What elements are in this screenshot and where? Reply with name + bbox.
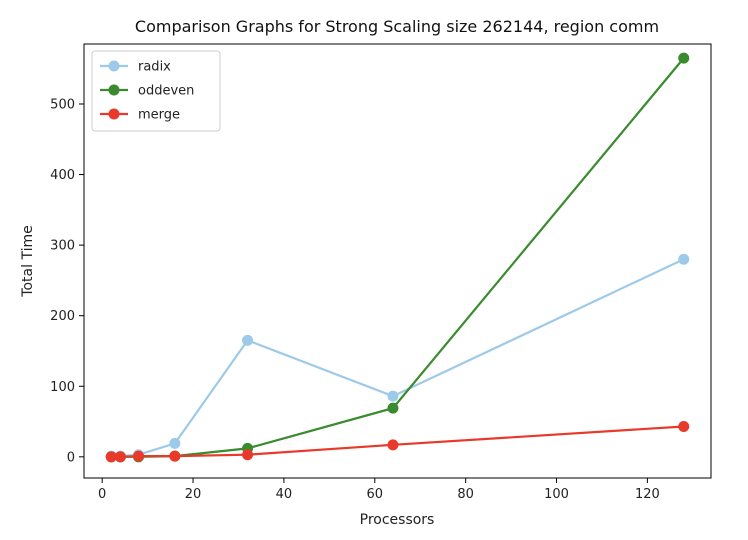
legend-swatch-marker: [108, 84, 120, 96]
data-point-radix: [678, 253, 690, 265]
x-tick-label: 60: [367, 487, 384, 502]
data-point-oddeven: [387, 402, 399, 414]
data-point-merge: [105, 451, 117, 463]
x-tick-label: 0: [98, 487, 106, 502]
legend-box: [91, 50, 221, 132]
y-tick-label: 300: [50, 239, 75, 254]
data-point-radix: [242, 334, 254, 346]
y-tick-label: 200: [50, 309, 75, 324]
data-point-merge: [678, 420, 690, 432]
legend-label-oddeven: oddeven: [138, 84, 194, 99]
x-tick-label: 100: [544, 487, 569, 502]
series-line-radix: [111, 258, 685, 458]
data-point-merge: [242, 449, 254, 461]
x-tick-label: 120: [635, 487, 660, 502]
x-tick-label: 20: [185, 487, 202, 502]
legend-label-merge: merge: [138, 108, 180, 123]
data-point-radix: [387, 390, 399, 402]
y-tick-label: 400: [50, 168, 75, 183]
data-point-merge: [387, 439, 399, 451]
data-point-merge: [169, 450, 181, 462]
y-tick-label: 0: [67, 450, 75, 465]
legend-swatch-marker: [108, 108, 120, 120]
legend-label-radix: radix: [138, 60, 171, 75]
x-axis-label: Processors: [360, 512, 435, 528]
data-point-merge: [133, 450, 145, 462]
x-tick-label: 40: [276, 487, 293, 502]
legend-swatch-marker: [108, 60, 120, 72]
series-line-merge: [111, 425, 684, 458]
y-tick-label: 500: [50, 97, 75, 112]
legend: radix oddeven merge: [91, 50, 221, 132]
chart-title: Comparison Graphs for Strong Scaling siz…: [135, 17, 659, 36]
data-point-radix: [169, 437, 181, 449]
plot-area: 0 20 40 60 80 100 120 0 100 200 300 400 500: [50, 43, 712, 502]
axes-frame: [83, 43, 712, 479]
data-point-oddeven: [678, 52, 690, 64]
y-axis-label: Total Time: [20, 225, 36, 297]
x-tick-label: 80: [457, 487, 474, 502]
data-point-merge: [114, 451, 126, 463]
y-tick-label: 100: [50, 380, 75, 395]
